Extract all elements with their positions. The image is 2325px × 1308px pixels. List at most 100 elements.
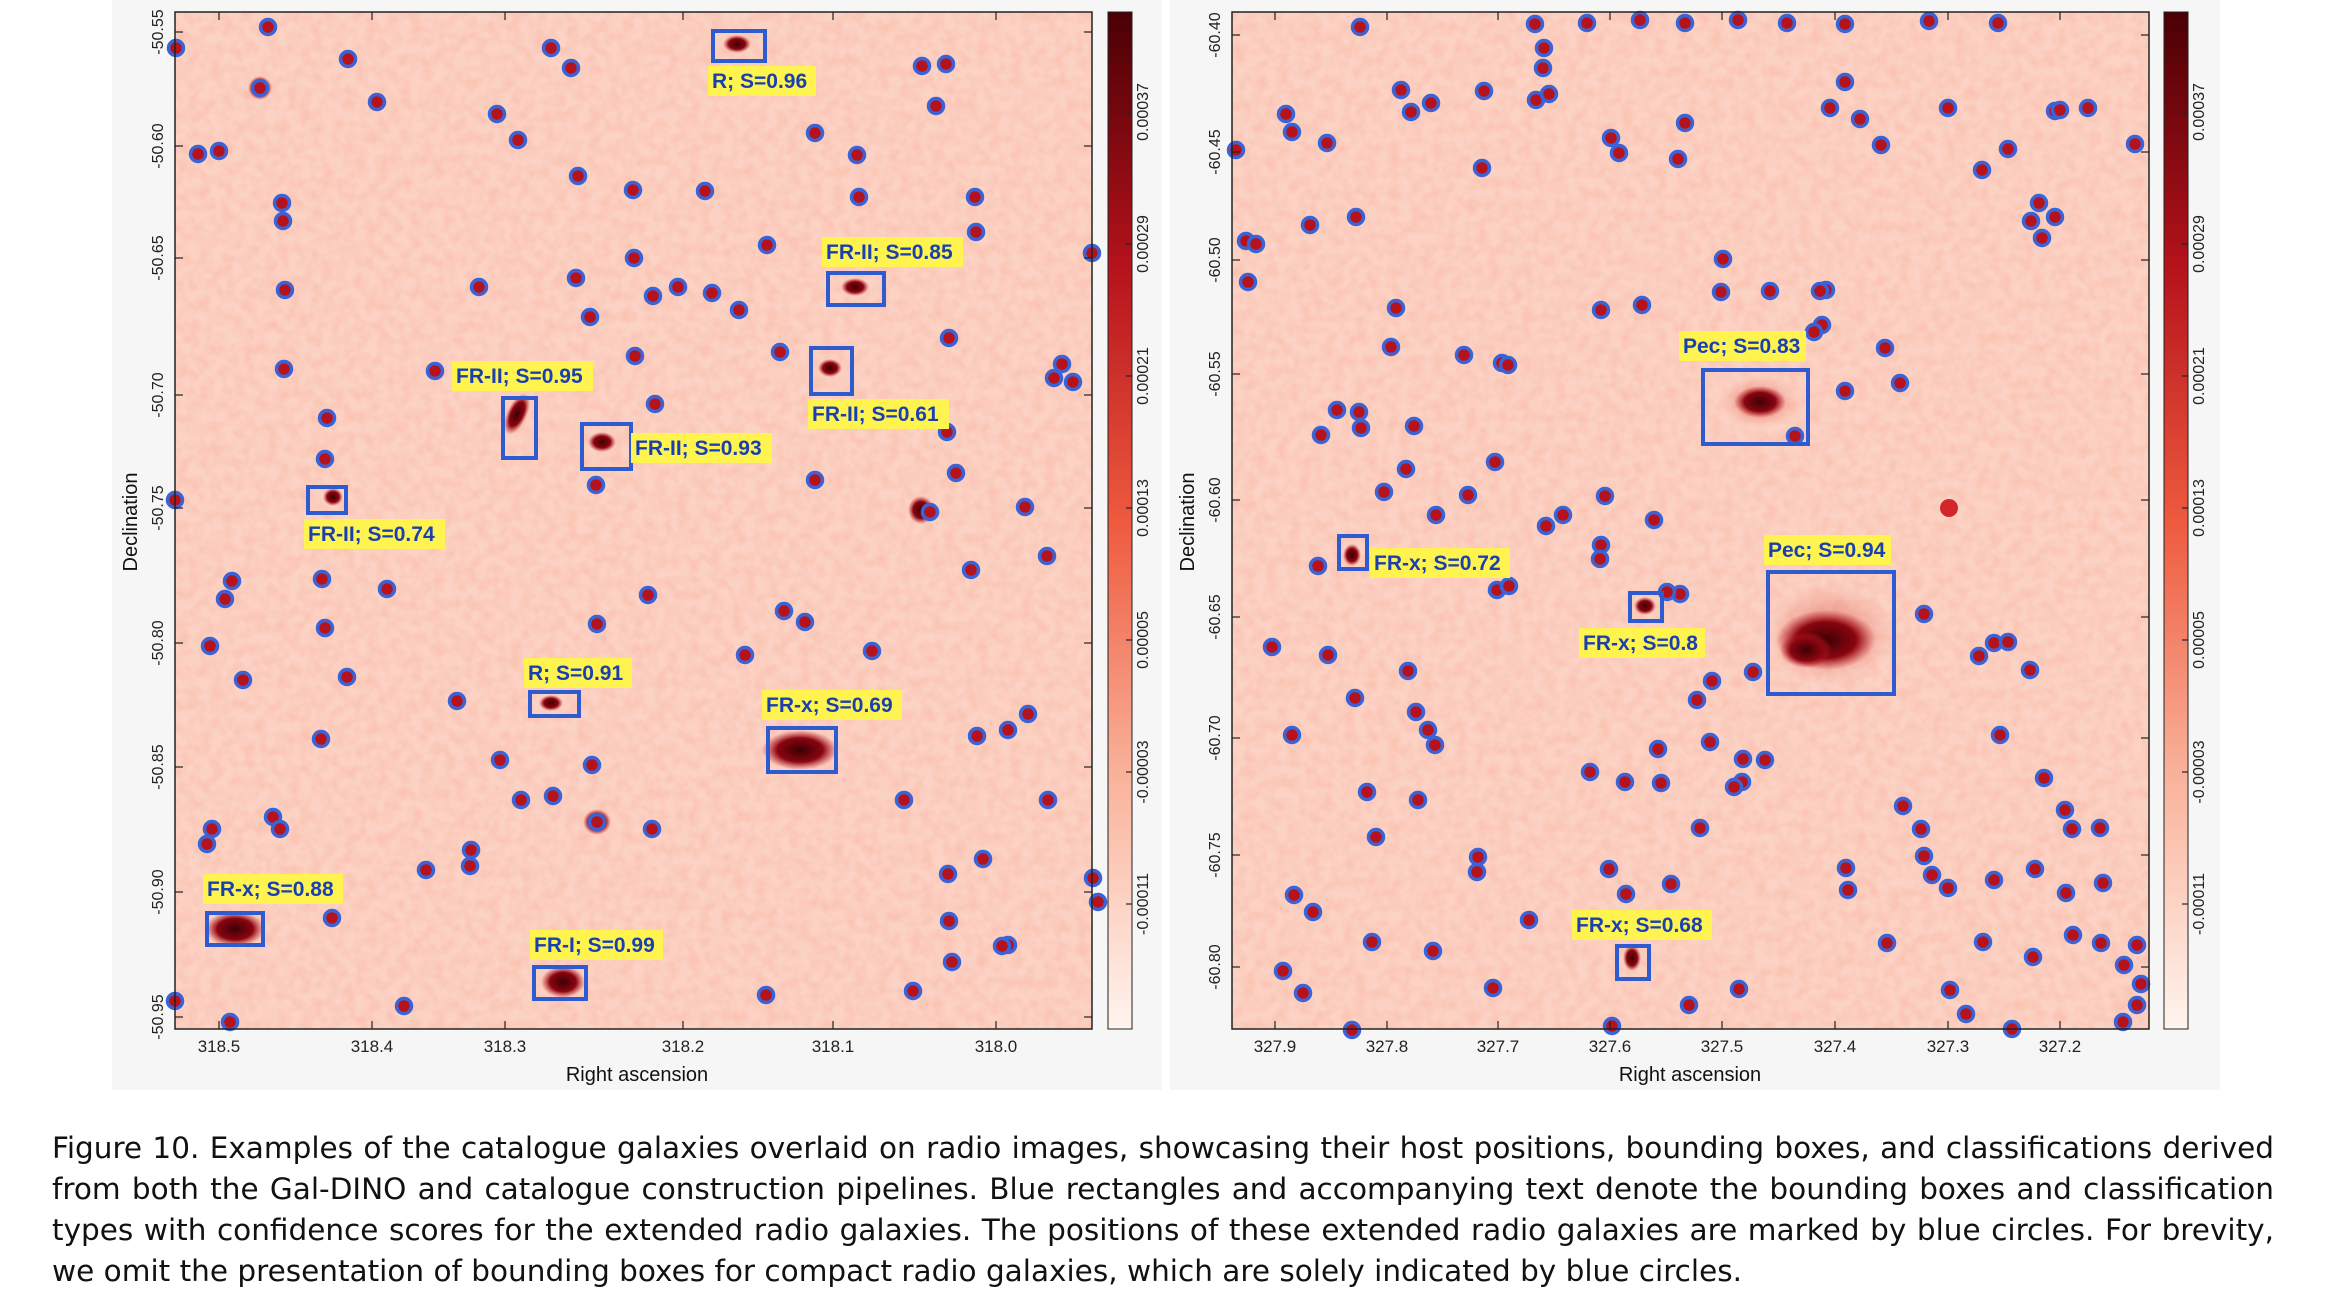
host-circle-icon xyxy=(1284,885,1304,905)
host-circle-icon xyxy=(2093,873,2113,893)
host-circle-icon xyxy=(1875,338,1895,358)
detection-label: FR-x; S=0.68 xyxy=(1576,914,1703,937)
host-circle-icon xyxy=(197,834,217,854)
y-tick-label: -50.60 xyxy=(150,123,167,168)
host-circle-icon xyxy=(1553,505,1573,525)
host-circle-icon xyxy=(998,720,1018,740)
y-tick-label: -60.75 xyxy=(1207,832,1224,877)
host-circle-icon xyxy=(756,985,776,1005)
host-circle-icon xyxy=(1346,207,1366,227)
host-circle-icon xyxy=(2045,207,2065,227)
host-circle-icon xyxy=(1733,749,1753,769)
host-circle-icon xyxy=(460,856,480,876)
host-circle-icon xyxy=(1998,632,2018,652)
host-circle-icon xyxy=(1661,874,1681,894)
host-circle-icon xyxy=(1810,281,1830,301)
host-circle-icon xyxy=(586,475,606,495)
host-circle-icon xyxy=(490,750,510,770)
colorbar-tick-label: 0.00013 xyxy=(1135,479,1152,537)
host-circle-icon xyxy=(992,936,1012,956)
host-circle-icon xyxy=(233,670,253,690)
host-circle-icon xyxy=(1474,81,1494,101)
host-circle-icon xyxy=(1534,38,1554,58)
host-circle-icon xyxy=(1398,661,1418,681)
host-circle-icon xyxy=(1777,13,1797,33)
host-circle-icon xyxy=(447,691,467,711)
colorbar-tick-label: -0.00011 xyxy=(1135,873,1152,935)
right-radio-image xyxy=(1232,12,2149,1029)
host-circle-icon xyxy=(561,58,581,78)
y-tick-label: -50.80 xyxy=(150,620,167,665)
host-circle-icon xyxy=(1499,576,1519,596)
host-circle-icon xyxy=(1804,322,1824,342)
host-circle-icon xyxy=(1238,272,1258,292)
host-circle-icon xyxy=(508,130,528,150)
colorbar-tick-label: -0.00003 xyxy=(1135,740,1152,803)
host-circle-icon xyxy=(1914,604,1934,624)
host-circle-icon xyxy=(317,408,337,428)
host-circle-icon xyxy=(1713,249,1733,269)
host-circle-icon xyxy=(1483,978,1503,998)
host-circle-icon xyxy=(270,819,290,839)
host-circle-icon xyxy=(946,463,966,483)
host-circle-icon xyxy=(1381,337,1401,357)
x-tick-label: 318.2 xyxy=(662,1037,705,1056)
host-circle-icon xyxy=(394,996,414,1016)
host-circle-icon xyxy=(795,612,815,632)
x-tick-label: 327.4 xyxy=(1814,1037,1857,1056)
y-tick-label: -50.55 xyxy=(150,9,167,54)
host-circle-icon xyxy=(2034,768,2054,788)
host-circle-icon xyxy=(1458,485,1478,505)
x-tick-label: 318.4 xyxy=(351,1037,394,1056)
host-circle-icon xyxy=(1038,790,1058,810)
host-circle-icon xyxy=(623,180,643,200)
host-circle-icon xyxy=(1406,702,1426,722)
host-circle-icon xyxy=(1675,13,1695,33)
host-circle-icon xyxy=(1362,932,1382,952)
host-circle-icon xyxy=(1467,862,1487,882)
y-tick-label: -50.90 xyxy=(150,869,167,914)
right-y-axis-title: Declination xyxy=(1177,473,1199,572)
host-circle-icon xyxy=(1404,416,1424,436)
host-circle-icon xyxy=(1632,295,1652,315)
y-tick-label: -50.75 xyxy=(150,485,167,530)
host-circle-icon xyxy=(1366,827,1386,847)
host-circle-icon xyxy=(2032,228,2052,248)
colorbar-tick-label: 0.00005 xyxy=(1135,611,1152,669)
host-circle-icon xyxy=(757,235,777,255)
left-extended-sources xyxy=(205,35,934,998)
host-circle-icon xyxy=(1700,732,1720,752)
host-circle-icon xyxy=(1401,102,1421,122)
host-circle-icon xyxy=(1890,373,1910,393)
host-circle-icon xyxy=(1351,418,1371,438)
host-circle-icon xyxy=(1940,980,1960,1000)
host-circle-icon xyxy=(1835,381,1855,401)
host-circle-icon xyxy=(1282,725,1302,745)
host-circle-icon xyxy=(1052,354,1072,374)
host-circle-icon xyxy=(1914,846,1934,866)
x-tick-label: 318.3 xyxy=(484,1037,527,1056)
host-circle-icon xyxy=(1911,819,1931,839)
host-circle-icon xyxy=(1893,796,1913,816)
host-circle-icon xyxy=(222,571,242,591)
right-host-circles xyxy=(1226,10,2151,1040)
host-circle-icon xyxy=(2029,193,2049,213)
host-circle-icon xyxy=(805,470,825,490)
host-circle-icon xyxy=(1595,486,1615,506)
host-circle-icon xyxy=(2062,819,2082,839)
host-circle-icon xyxy=(338,49,358,69)
detection-label: FR-II; S=0.85 xyxy=(826,241,953,264)
host-circle-icon xyxy=(1519,910,1539,930)
host-circle-icon xyxy=(1282,122,1302,142)
host-circle-icon xyxy=(315,449,335,469)
detection-label: R; S=0.96 xyxy=(712,70,807,93)
host-circle-icon xyxy=(2025,859,2045,879)
host-circle-icon xyxy=(1276,104,1296,124)
host-circle-icon xyxy=(1988,13,2008,33)
host-circle-icon xyxy=(638,585,658,605)
host-circle-icon xyxy=(580,307,600,327)
y-tick-label: -60.60 xyxy=(1207,477,1224,522)
host-circle-icon xyxy=(2127,935,2147,955)
host-circle-icon xyxy=(1226,140,1246,160)
host-circle-icon xyxy=(973,849,993,869)
